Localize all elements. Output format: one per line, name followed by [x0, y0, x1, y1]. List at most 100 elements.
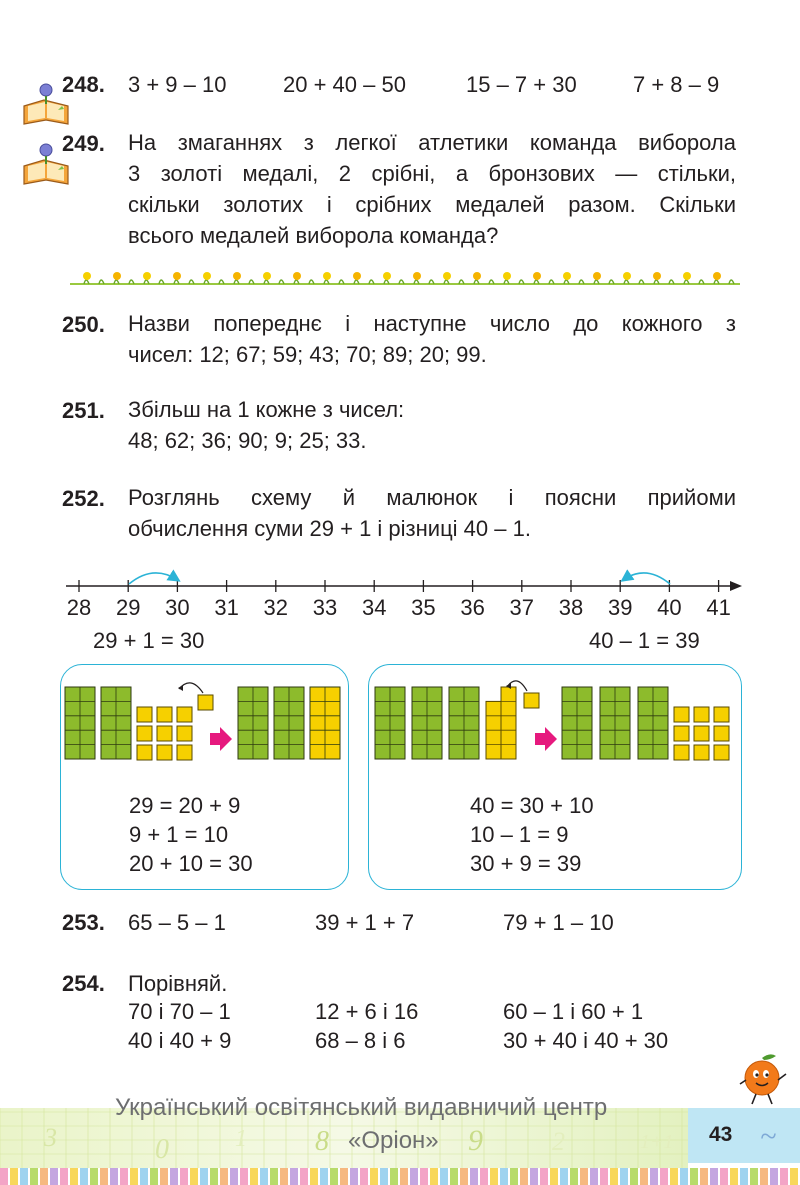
- stripe: [780, 1168, 788, 1185]
- unit-block: [136, 744, 153, 761]
- comparison: 68 – 8 і 6: [315, 1028, 406, 1053]
- stripe: [190, 1168, 198, 1185]
- flower-icon: [683, 272, 691, 280]
- unit-block: [176, 706, 193, 723]
- comparison: 12 + 6 і 16: [315, 999, 419, 1024]
- subtraction-scheme-box: 40 = 30 + 10 10 – 1 = 9 30 + 9 = 39: [368, 664, 742, 890]
- stripe: [420, 1168, 428, 1185]
- stripe: [730, 1168, 738, 1185]
- stripe: [210, 1168, 218, 1185]
- ten-block: [374, 686, 406, 760]
- stripe: [340, 1168, 348, 1185]
- stripe: [430, 1168, 438, 1185]
- stripe: [70, 1168, 78, 1185]
- number-line: 28 29 30 31 32 33 34 35 36 37 38 39 40 41: [66, 569, 742, 620]
- decor-digit: 0: [155, 1134, 169, 1165]
- text-line: 3 золоті медалі, 2 срібні, а бронзових —…: [128, 161, 736, 186]
- stripe: [330, 1168, 338, 1185]
- axis-arrow: [730, 581, 742, 591]
- stripe: [400, 1168, 408, 1185]
- text-line: чисел: 12; 67; 59; 43; 70; 89; 20; 99.: [128, 342, 487, 367]
- ten-block: [448, 686, 480, 760]
- stripe: [530, 1168, 538, 1185]
- stripe: [570, 1168, 578, 1185]
- flower-icon: [203, 272, 211, 280]
- flower-icon: [143, 272, 151, 280]
- stripe: [520, 1168, 528, 1185]
- stripe: [510, 1168, 518, 1185]
- unit-block: [713, 725, 730, 742]
- stripe: [390, 1168, 398, 1185]
- flower-icon: [173, 272, 181, 280]
- unit-block: [713, 706, 730, 723]
- tick-label: 38: [559, 595, 583, 620]
- tick-label: 29: [116, 595, 140, 620]
- exercise-text: Розглянь схему й малюнок і поясни прийом…: [128, 482, 736, 544]
- stripe: [140, 1168, 148, 1185]
- flower-icon: [503, 272, 511, 280]
- exercise-number: 250.: [62, 312, 105, 337]
- comparison: 40 і 40 + 9: [128, 1028, 232, 1053]
- publisher-name: Український освітянський видавничий цент…: [115, 1094, 608, 1121]
- block-diagram: [374, 680, 730, 761]
- stripe: [220, 1168, 228, 1185]
- flower-icon: [233, 272, 241, 280]
- stripe: [260, 1168, 268, 1185]
- stripe: [490, 1168, 498, 1185]
- addition-scheme-box: 29 = 20 + 9 9 + 1 = 10 20 + 10 = 30: [60, 664, 349, 890]
- stripe: [720, 1168, 728, 1185]
- homework-book-icon: [23, 83, 69, 125]
- decor-digit: 9: [468, 1124, 483, 1157]
- stripe: [150, 1168, 158, 1185]
- unit-block: [693, 706, 710, 723]
- stripe: [130, 1168, 138, 1185]
- unit-block: [673, 706, 690, 723]
- stripe: [300, 1168, 308, 1185]
- tick-label: 32: [264, 595, 288, 620]
- unit-block: [176, 744, 193, 761]
- stripe: [660, 1168, 668, 1185]
- tick-label: 36: [460, 595, 484, 620]
- stripe: [40, 1168, 48, 1185]
- unit-block: [693, 744, 710, 761]
- stripe: [180, 1168, 188, 1185]
- stripe: [0, 1168, 8, 1185]
- equation: 29 = 20 + 9: [129, 793, 241, 818]
- stripe: [630, 1168, 638, 1185]
- stripe: [670, 1168, 678, 1185]
- stripe: [410, 1168, 418, 1185]
- stripe: [680, 1168, 688, 1185]
- stripe: [710, 1168, 718, 1185]
- unit-block: [523, 692, 540, 709]
- stripe: [160, 1168, 168, 1185]
- stripe: [80, 1168, 88, 1185]
- exercise-text: На змаганнях з легкої атлетики команда в…: [128, 127, 736, 251]
- tick-label: 28: [67, 595, 91, 620]
- stripe: [320, 1168, 328, 1185]
- flower-icon: [593, 272, 601, 280]
- equation: 20 + 10 = 30: [129, 851, 253, 876]
- text-line: Розглянь схему й малюнок і поясни прийом…: [128, 485, 736, 510]
- ten-block: [599, 686, 631, 760]
- stripe: [470, 1168, 478, 1185]
- flower-icon: [473, 272, 481, 280]
- stripe: [350, 1168, 358, 1185]
- flower-icon: [533, 272, 541, 280]
- ten-block: [561, 686, 593, 760]
- ten-block: [237, 686, 269, 760]
- flower-icon: [713, 272, 721, 280]
- unit-block: [176, 725, 193, 742]
- tick-label: 34: [362, 595, 386, 620]
- nine-block: [485, 686, 517, 760]
- number-line-equation: 40 – 1 = 39: [589, 628, 700, 653]
- stripe: [690, 1168, 698, 1185]
- tick-label: 31: [214, 595, 238, 620]
- publisher-brand: «Оріон»: [348, 1127, 439, 1154]
- stripe: [50, 1168, 58, 1185]
- text-line: На змаганнях з легкої атлетики команда в…: [128, 130, 736, 155]
- ten-block: [100, 686, 132, 760]
- expression: 15 – 7 + 30: [466, 72, 577, 97]
- flower-icon: [653, 272, 661, 280]
- exercise-number: 249.: [62, 131, 105, 156]
- stripe: [170, 1168, 178, 1185]
